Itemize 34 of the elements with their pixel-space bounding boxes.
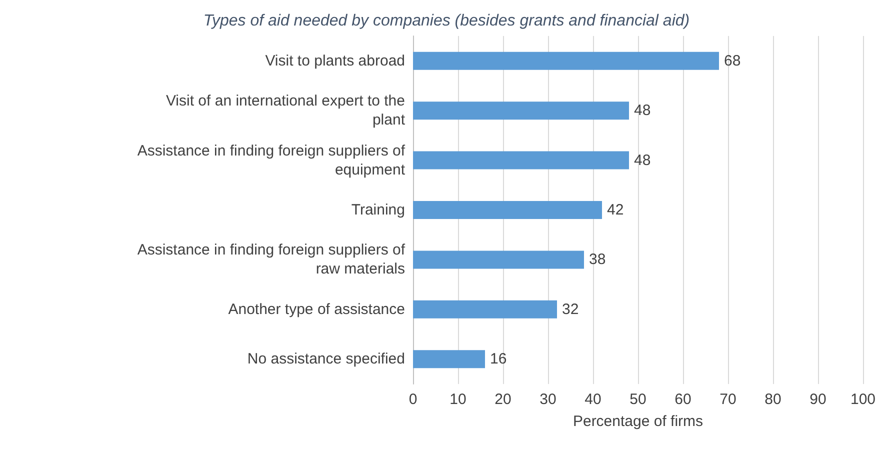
y-tick-label: No assistance specified: [247, 350, 405, 368]
data-label: 38: [589, 251, 606, 268]
data-label: 68: [724, 52, 741, 70]
y-tick-label: Assistance in finding foreign suppliers of raw materials: [137, 242, 406, 278]
x-tick-label: 70: [720, 391, 736, 408]
bar: [413, 151, 629, 170]
x-tick-label: 100: [850, 391, 876, 408]
data-label: 42: [607, 202, 624, 218]
y-tick-label: Training: [351, 202, 405, 218]
bar: [413, 250, 584, 269]
data-label: 48: [634, 152, 651, 169]
y-tick-label: Assistance in finding foreign suppliers of equipment: [137, 142, 406, 178]
data-label: 48: [634, 102, 651, 120]
x-tick-label: 40: [584, 391, 602, 408]
x-tick-label: 20: [494, 391, 512, 408]
x-tick-label: 80: [764, 391, 782, 408]
y-tick-label: Visit to plants abroad: [265, 52, 405, 70]
bar: [413, 201, 602, 219]
x-tick-label: 50: [630, 391, 646, 408]
bar: [413, 52, 719, 70]
bar: [413, 300, 557, 318]
y-tick-label: Visit of an international expert to the plant: [166, 92, 406, 129]
x-tick-label: 30: [540, 391, 556, 408]
x-tick-label: 10: [450, 391, 466, 408]
x-axis-title: Percentage of firms: [572, 413, 704, 430]
y-tick-label: Another type of assistance: [228, 300, 405, 318]
x-tick-label: 60: [674, 391, 692, 408]
data-label: 32: [562, 300, 579, 318]
data-label: 16: [490, 350, 507, 368]
x-tick-label: 90: [810, 391, 826, 408]
chart-title: Types of aid needed by companies (besides grants and financial aid): [203, 12, 690, 30]
x-tick-label: 0: [408, 391, 418, 408]
bar: [413, 350, 485, 368]
bar: [413, 102, 629, 120]
